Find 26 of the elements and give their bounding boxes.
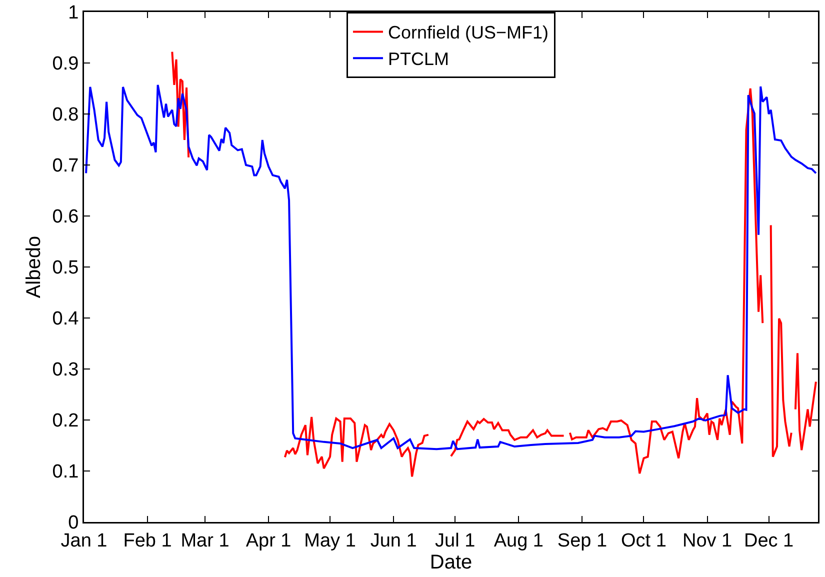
- y-tick-label: 0.3: [52, 360, 79, 381]
- line-series: [85, 84, 817, 450]
- x-axis-title: Date: [430, 551, 472, 574]
- x-tick-label: Dec 1: [744, 530, 794, 552]
- y-tick-label: 0.7: [52, 156, 79, 177]
- y-tick-label: 0.9: [52, 54, 79, 75]
- x-tick-label: May 1: [304, 530, 356, 552]
- y-tick-label: 0.2: [52, 410, 79, 432]
- y-tick-label: 0.5: [52, 258, 79, 279]
- y-tick-label: 1: [68, 2, 79, 24]
- y-axis-title: Albedo: [23, 236, 46, 298]
- x-tick-label: Nov 1: [682, 530, 732, 552]
- y-tick-label: 0.8: [52, 104, 79, 126]
- y-tick-label: 0.4: [52, 308, 80, 330]
- x-tick-label: Aug 1: [494, 530, 544, 552]
- x-tick-label: Mar 1: [180, 530, 230, 552]
- x-tick-label: Jul 1: [435, 530, 476, 552]
- legend-label: PTCLM: [388, 49, 450, 70]
- x-tick-label: Oct 1: [621, 530, 666, 552]
- x-tick-label: Apr 1: [246, 530, 292, 552]
- y-tick-label: 0.6: [52, 206, 79, 228]
- legend-label: Cornfield (US−MF1): [388, 22, 549, 43]
- x-tick-label: Sep 1: [557, 530, 608, 552]
- x-tick-label: Feb 1: [123, 530, 172, 552]
- y-tick-label: 0.1: [52, 462, 79, 483]
- x-tick-label: Jun 1: [370, 530, 417, 552]
